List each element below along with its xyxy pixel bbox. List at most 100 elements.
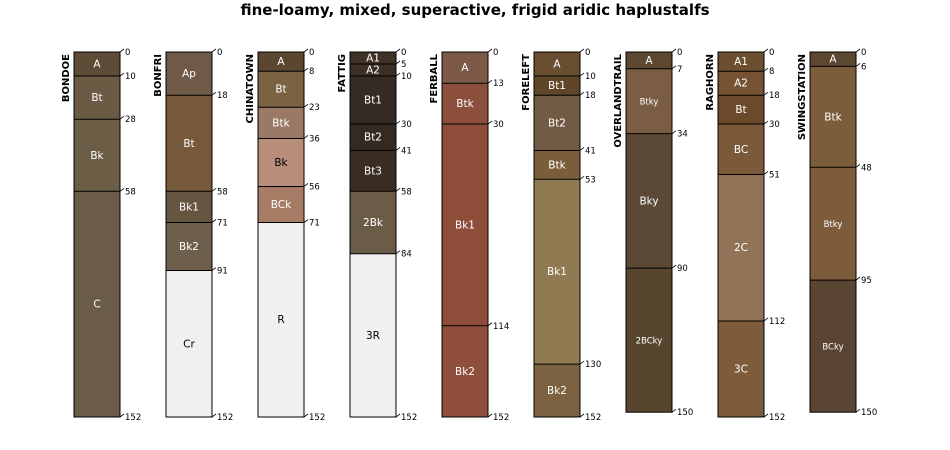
depth-label: 0 [125,48,130,58]
profile-name: BONFRI [153,54,164,97]
horizon-label: Ap [182,68,196,80]
profile-name: CHINATOWN [245,54,256,123]
horizon-label: Bt [735,104,746,116]
depth-tick [119,72,125,77]
horizon-label: Btky [640,98,659,108]
horizon-block [74,76,120,120]
profile-outline [533,51,581,418]
horizon-block [74,191,120,417]
depth-tick [211,267,217,271]
depth-label: 23 [309,103,320,113]
depth-label: 152 [769,413,785,423]
depth-label: 150 [861,408,877,418]
horizon-label: A2 [366,65,380,77]
depth-label: 112 [769,317,785,327]
horizon-block [350,76,396,125]
horizon-label: A [93,59,101,71]
profile-chinatown: A Bt Btk Bk BCk R 0 8 23 36 56 71 152 CHINATOWN [245,48,325,423]
depth-tick [855,163,861,168]
depth-label: 58 [125,187,136,197]
horizon-block [626,268,672,413]
depth-tick [763,413,769,418]
depth-tick [211,48,217,53]
depth-label: 56 [309,182,320,192]
horizon-block [718,95,764,125]
horizon-block [350,150,396,192]
horizon-label: Bt1 [364,95,382,107]
depth-tick [671,264,677,269]
depth-tick [671,48,677,53]
profile-name: SWINGSTATION [797,54,808,140]
horizon-label: A2 [734,78,748,90]
horizon-label: R [277,314,284,326]
profile-outline [349,51,397,418]
depth-label: 36 [309,134,320,144]
depth-label: 10 [585,72,596,82]
horizon-block [350,191,396,254]
depth-tick [303,219,309,223]
profile-outline [717,51,765,418]
horizon-label: Cr [183,338,195,350]
depth-label: 84 [401,250,412,260]
horizon-label: Btk [272,117,290,129]
depth-tick [211,187,217,192]
horizon-block [258,186,304,223]
horizon-block [258,107,304,139]
horizon-label: A [829,54,837,66]
depth-tick [579,91,585,96]
depth-tick [671,408,677,413]
profile-outline [257,51,305,418]
depth-label: 53 [585,175,596,185]
depth-label: 30 [493,120,504,130]
horizon-block [442,325,488,417]
depth-tick [579,147,585,151]
horizon-block [350,64,396,77]
horizon-block [74,52,120,77]
horizon-label: 2C [734,242,748,254]
depth-label: 152 [217,413,233,423]
depth-tick [303,413,309,418]
profile-name: BONDOE [61,54,72,102]
horizon-block [258,222,304,417]
depth-label: 0 [769,48,774,58]
horizon-block [626,68,672,134]
horizon-block [442,124,488,326]
depth-label: 41 [401,146,412,156]
depth-tick [395,60,401,65]
depth-tick [763,48,769,53]
horizon-block [166,95,212,192]
depth-tick [395,147,401,151]
horizon-block [626,133,672,269]
profile-overlandtrail: A Btky Bky 2BCky 0 7 34 90 150 OVERLANDTRAIL [613,48,693,418]
depth-tick [763,120,769,125]
horizon-block [534,52,580,77]
depth-tick [487,48,493,53]
depth-label: 0 [861,48,866,58]
horizon-block [350,52,396,65]
profile-raghorn: A1 A2 Bt BC 2C 3C 0 8 18 30 51 112 152 RAGHORN [705,48,785,423]
depth-label: 8 [769,67,774,77]
horizon-block [258,52,304,72]
horizon-block [350,253,396,417]
depth-label: 18 [217,91,228,101]
horizon-block [626,52,672,69]
profile-bondoe: A Bt Bk C 0 10 28 58 152 BONDOE [61,48,141,423]
depth-tick [395,187,401,192]
depth-label: 13 [493,79,504,89]
horizon-block [534,76,580,96]
horizon-label: Bt1 [548,80,566,92]
horizon-label: Bt [183,138,194,150]
depth-tick [303,135,309,139]
horizon-label: A [277,56,285,68]
depth-label: 8 [309,67,314,77]
horizon-label: BCky [822,343,843,353]
depth-label: 18 [585,91,596,101]
depth-label: 10 [125,72,136,82]
depth-tick [395,48,401,53]
profile-outline [809,51,857,413]
depth-tick [579,48,585,53]
horizon-label: A1 [734,56,748,68]
horizon-block [534,150,580,180]
depth-tick [855,276,861,281]
horizon-label: A [645,55,653,67]
